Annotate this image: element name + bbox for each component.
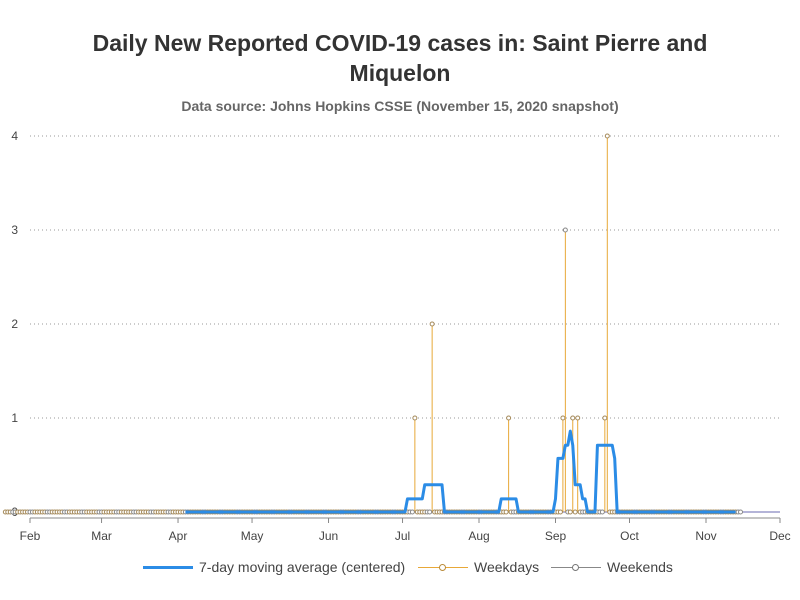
x-tick-label: Jul xyxy=(395,529,410,543)
weekday-marker xyxy=(557,509,563,515)
x-tick-label: May xyxy=(241,529,264,543)
chart-subtitle: Data source: Johns Hopkins CSSE (Novembe… xyxy=(181,98,619,114)
moving-average-line xyxy=(185,429,736,514)
weekday-marker xyxy=(560,415,566,421)
legend-label-weekdays: Weekdays xyxy=(474,559,540,575)
y-tick-label: 4 xyxy=(11,129,18,143)
legend-swatch-weekends xyxy=(551,563,601,571)
x-tick-label: Aug xyxy=(468,529,489,543)
x-tick-label: Jun xyxy=(319,529,338,543)
y-tick-label: 1 xyxy=(11,411,18,425)
x-tick-label: Sep xyxy=(545,529,567,543)
chart-title: Daily New Reported COVID-19 cases in: Sa… xyxy=(92,30,708,86)
legend-item-weekdays: Weekdays xyxy=(418,556,539,578)
weekend-marker xyxy=(409,509,415,515)
weekday-marker xyxy=(570,415,576,421)
weekend-marker xyxy=(427,509,433,515)
weekday-marker xyxy=(429,321,435,327)
x-tick-label: Nov xyxy=(695,529,716,543)
weekday-marker xyxy=(503,509,509,515)
x-tick-label: Apr xyxy=(169,529,188,543)
weekend-marker xyxy=(562,227,568,233)
y-tick-label: 3 xyxy=(11,223,18,237)
x-tick-label: Dec xyxy=(769,529,790,543)
legend: 7-day moving average (centered) Weekdays… xyxy=(0,556,800,578)
weekend-marker xyxy=(599,509,605,515)
legend-label-moving-average: 7-day moving average (centered) xyxy=(199,559,406,575)
weekday-marker xyxy=(572,509,578,515)
y-tick-label: 2 xyxy=(11,317,18,331)
weekday-marker xyxy=(575,415,581,421)
legend-item-moving-average: 7-day moving average (centered) xyxy=(143,556,405,578)
legend-swatch-weekdays xyxy=(418,563,468,571)
weekday-marker xyxy=(412,415,418,421)
legend-swatch-moving-average xyxy=(143,565,193,569)
x-tick-label: Oct xyxy=(620,529,639,543)
x-tick-label: Feb xyxy=(20,529,41,543)
x-tick-label: Mar xyxy=(91,529,112,543)
legend-item-weekends: Weekends xyxy=(551,556,673,578)
legend-label-weekends: Weekends xyxy=(607,559,673,575)
weekday-marker xyxy=(602,415,608,421)
weekday-marker xyxy=(506,415,512,421)
weekend-marker xyxy=(738,509,744,515)
weekday-marker xyxy=(567,509,573,515)
weekday-marker xyxy=(604,133,610,139)
